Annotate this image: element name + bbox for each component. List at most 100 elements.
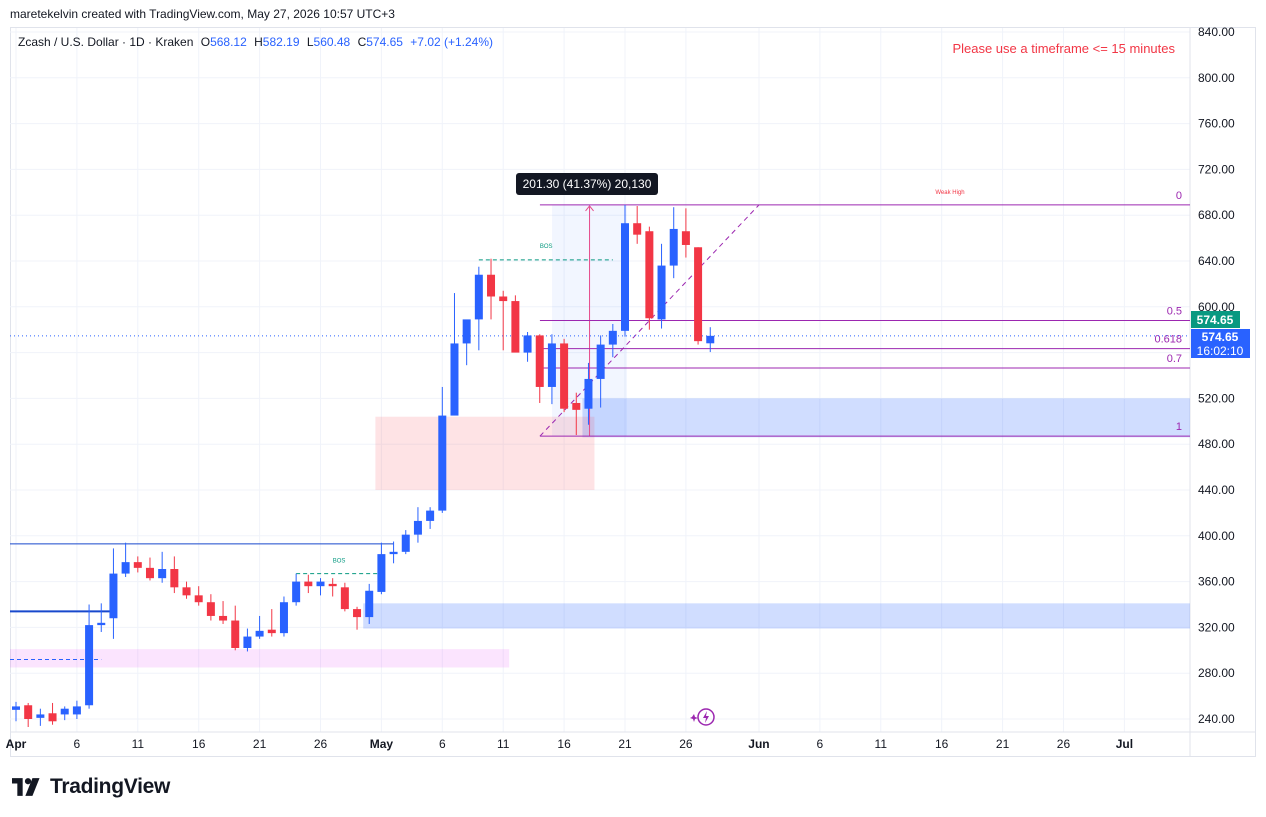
candle-body[interactable] xyxy=(12,706,20,710)
symbol-legend: Zcash / U.S. Dollar · 1D · Kraken O568.1… xyxy=(18,35,493,49)
candle-body[interactable] xyxy=(365,590,374,618)
candle-body[interactable] xyxy=(596,344,605,379)
candle-body[interactable] xyxy=(60,708,69,715)
candle-body[interactable] xyxy=(511,301,520,353)
candle-body[interactable] xyxy=(474,274,483,320)
candle-body[interactable] xyxy=(316,581,325,587)
candle-body[interactable] xyxy=(426,510,435,521)
candle-body[interactable] xyxy=(523,335,532,353)
candle-body[interactable] xyxy=(328,583,337,587)
candle-body[interactable] xyxy=(158,569,167,579)
candle-body[interactable] xyxy=(389,551,398,555)
candle-body[interactable] xyxy=(340,587,349,610)
price-axis-tick: 600.00 xyxy=(1198,300,1235,314)
candle-body[interactable] xyxy=(255,630,264,637)
candle-body[interactable] xyxy=(633,223,642,235)
candle-body[interactable] xyxy=(170,569,179,588)
symbol-title: Zcash / U.S. Dollar · 1D · Kraken xyxy=(18,35,194,49)
time-axis-tick: Apr xyxy=(6,737,27,751)
candle-body[interactable] xyxy=(231,620,240,649)
candle-body[interactable] xyxy=(450,343,459,416)
price-axis-tick: 640.00 xyxy=(1198,254,1235,268)
candle-body[interactable] xyxy=(401,534,410,552)
candle-body[interactable] xyxy=(377,554,386,592)
ohlc-open-label: O xyxy=(200,35,211,49)
time-axis-tick: 6 xyxy=(74,737,81,751)
candle-body[interactable] xyxy=(85,625,94,706)
candle-body[interactable] xyxy=(36,714,45,718)
close-price-tag xyxy=(1191,329,1250,358)
chart-frame xyxy=(10,27,1256,757)
tradingview-logo-icon xyxy=(12,778,40,796)
fib-level-label: 0.618 xyxy=(1154,334,1182,346)
time-axis-tick: 6 xyxy=(439,737,446,751)
candle-body[interactable] xyxy=(219,615,228,621)
price-axis-tick: 280.00 xyxy=(1198,666,1235,680)
candle-body[interactable] xyxy=(24,705,33,719)
candle-body[interactable] xyxy=(499,296,508,302)
time-axis-tick: 26 xyxy=(1057,737,1071,751)
candle-body[interactable] xyxy=(353,609,362,618)
candle-body[interactable] xyxy=(694,247,703,342)
candle-body[interactable] xyxy=(621,223,629,331)
bar-countdown-text: 16:02:10 xyxy=(1197,344,1244,358)
candle-body[interactable] xyxy=(206,602,215,616)
candle-body[interactable] xyxy=(645,231,654,319)
measure-label-box xyxy=(516,173,658,195)
ohlc-low-value: 560.48 xyxy=(313,35,351,49)
candle-body[interactable] xyxy=(72,706,81,715)
measure-label-text: 201.30 (41.37%) 20,130 xyxy=(523,177,652,191)
time-axis-tick: 16 xyxy=(557,737,571,751)
candle-body[interactable] xyxy=(462,319,471,344)
time-axis-tick: Jul xyxy=(1116,737,1133,751)
logo-text: TradingView xyxy=(50,775,171,798)
price-axis-tick: 800.00 xyxy=(1198,71,1235,85)
candle-body[interactable] xyxy=(560,343,569,409)
candle-body[interactable] xyxy=(194,595,203,603)
candle-body[interactable] xyxy=(657,265,666,320)
candle-body[interactable] xyxy=(279,602,288,634)
price-axis-tick: 480.00 xyxy=(1198,437,1235,451)
time-axis-tick: 26 xyxy=(314,737,328,751)
fib-level-label: 0 xyxy=(1176,190,1182,202)
candle-body[interactable] xyxy=(243,636,252,649)
price-axis-tick: 360.00 xyxy=(1198,575,1235,589)
candle-body[interactable] xyxy=(669,228,678,266)
tradingview-logo[interactable]: TradingView xyxy=(12,775,170,799)
price-axis-tick: 720.00 xyxy=(1198,162,1235,176)
price-axis-tick: 680.00 xyxy=(1198,208,1235,222)
candle-body[interactable] xyxy=(48,713,57,722)
candle-body[interactable] xyxy=(109,573,118,619)
candle-body[interactable] xyxy=(547,343,556,387)
price-axis-tick: 320.00 xyxy=(1198,620,1235,634)
candle-body[interactable] xyxy=(572,402,581,410)
fib-trend-line xyxy=(539,204,760,437)
lightning-icon[interactable] xyxy=(697,708,715,726)
candle-body[interactable] xyxy=(487,274,496,297)
candle-body[interactable] xyxy=(304,581,313,587)
time-axis-tick: 21 xyxy=(253,737,267,751)
ohlc-close-value: 574.65 xyxy=(366,35,403,49)
candle-body[interactable] xyxy=(97,622,106,626)
candle-body[interactable] xyxy=(121,562,130,574)
price-axis-tick: 400.00 xyxy=(1198,529,1235,543)
bos-label: BOS xyxy=(540,244,553,250)
candle-body[interactable] xyxy=(584,378,593,409)
candle-body[interactable] xyxy=(438,415,447,511)
ohlc-change: +7.02 (+1.24%) xyxy=(410,35,494,49)
candle-body[interactable] xyxy=(681,231,690,245)
candle-body[interactable] xyxy=(182,587,191,596)
candle-body[interactable] xyxy=(292,581,301,603)
candle-body[interactable] xyxy=(133,562,142,568)
time-axis-tick: 26 xyxy=(679,737,693,751)
timeframe-warning: Please use a timeframe <= 15 minutes xyxy=(952,41,1175,56)
candle-body[interactable] xyxy=(535,335,544,387)
candle-body[interactable] xyxy=(413,520,422,535)
price-axis-tick: 840.00 xyxy=(1198,25,1235,39)
ohlc-low-label: L xyxy=(306,35,314,49)
candle-body[interactable] xyxy=(608,330,617,345)
candle-body[interactable] xyxy=(267,629,276,634)
candle-body[interactable] xyxy=(145,567,154,579)
candle-body[interactable] xyxy=(706,335,715,344)
